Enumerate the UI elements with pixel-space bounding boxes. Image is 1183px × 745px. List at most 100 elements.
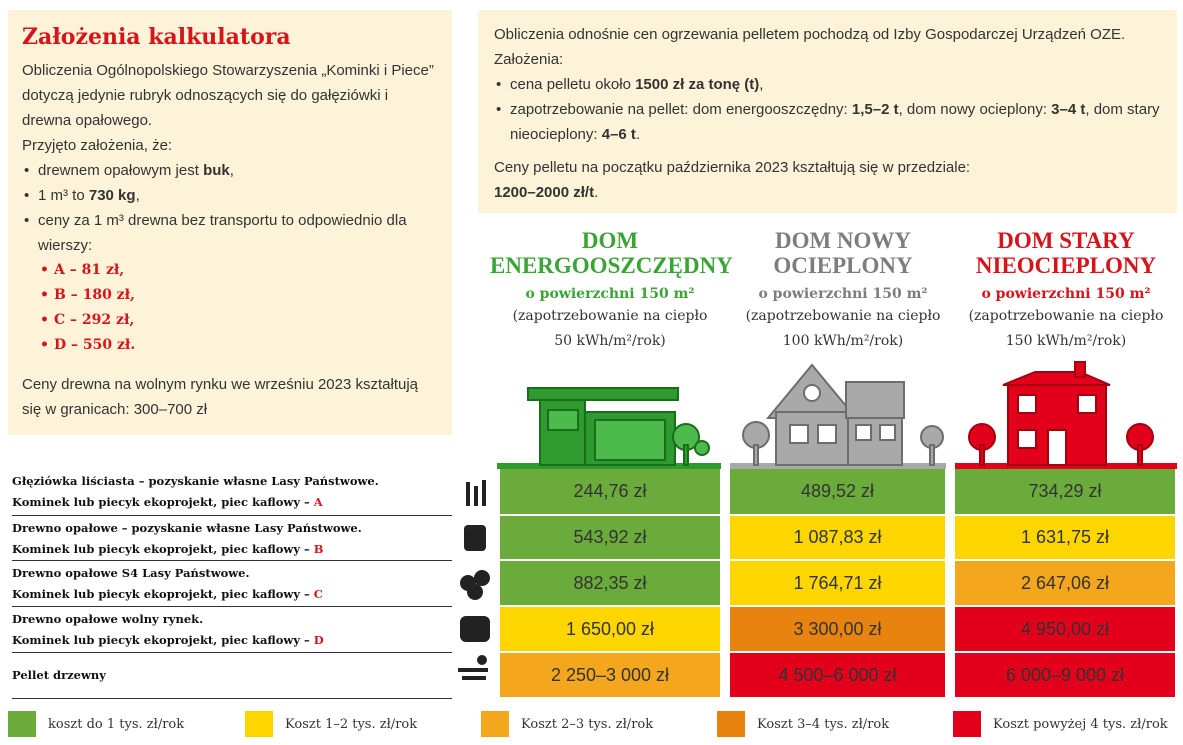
legend-item: koszt do 1 tys. zł/rok [8, 711, 184, 737]
legend-label: Koszt 1–2 tys. zł/rok [285, 716, 418, 732]
item: ceny za 1 m³ drewna bez transportu to od… [22, 208, 438, 358]
price-list: A – 81 zł, B – 180 zł, C – 292 zł, D – 5… [38, 258, 438, 358]
row-label-line: Kominek lub piecyk ekoprojekt, piec kafl… [12, 492, 452, 513]
price: B – 180 zł, [38, 283, 438, 308]
column-area: o powierzchni 150 m² [758, 286, 928, 302]
column-demand: (zapotrzebowanie na ciepło 100 kWh/m²/ro… [745, 308, 941, 349]
row-label: Pellet drzewny [12, 653, 452, 699]
text: , dom nowy ocieplony: [898, 101, 1052, 118]
cost-cell: 882,35 zł [500, 561, 720, 605]
legend-item: Koszt powyżej 4 tys. zł/rok [953, 711, 1168, 737]
column-title: DOM NOWY OCIEPLONY [773, 228, 913, 278]
row-label-text: Kominek lub piecyk ekoprojekt, piec kafl… [12, 495, 314, 509]
legend-swatch [717, 711, 745, 737]
cost-cell: 4 500–6 000 zł [730, 653, 945, 697]
list: drewnem opałowym jest buk, 1 m³ to 730 k… [22, 158, 438, 358]
market: Ceny drewna na wolnym rynku we wrześniu … [22, 376, 419, 418]
text: 1 m³ to [38, 187, 89, 204]
column-header: DOM STARY NIEOCIEPLONY o powierzchni 150 … [946, 228, 1183, 354]
text: 1500 zł za tonę (t) [635, 76, 760, 93]
cost-cell: 1 650,00 zł [500, 607, 720, 651]
row-label-line: Kominek lub piecyk ekoprojekt, piec kafl… [12, 584, 452, 605]
text: cena pelletu około [510, 76, 636, 93]
house-green [497, 387, 721, 469]
cost-cell: 734,29 zł [955, 469, 1175, 514]
text: 4–6 t [601, 126, 636, 143]
legend-item: Koszt 3–4 tys. zł/rok [717, 711, 889, 737]
house-red [955, 361, 1177, 469]
legend-swatch [8, 711, 36, 737]
legend-label: koszt do 1 tys. zł/rok [48, 716, 185, 732]
legend-label: Koszt 3–4 tys. zł/rok [757, 716, 890, 732]
column-area: o powierzchni 150 m² [525, 286, 695, 302]
cost-cell: 1 631,75 zł [955, 516, 1175, 559]
house-gray [730, 363, 946, 469]
intro: Obliczenia odnośnie cen ogrzewania pelle… [494, 26, 1126, 68]
row-label-line: Drewno opałowe S4 Lasy Państwowe. [12, 566, 250, 580]
text: , [759, 76, 764, 93]
assumptions-box: Założenia kalkulatora Obliczenia Ogólnop… [8, 10, 452, 435]
row-label-line: Kominek lub piecyk ekoprojekt, piec kafl… [12, 539, 452, 560]
row-label-text: Kominek lub piecyk ekoprojekt, piec kafl… [12, 633, 314, 647]
row-label-letter: B [313, 542, 324, 556]
text: drewnem opałowym jest [38, 162, 204, 179]
item: drewnem opałowym jest buk, [22, 158, 438, 183]
text: . [635, 126, 641, 143]
text: . [594, 184, 599, 201]
legend-swatch [481, 711, 509, 737]
title: Założenia kalkulatora [22, 24, 291, 50]
legend-item: Koszt 1–2 tys. zł/rok [245, 711, 417, 737]
text: ceny za 1 m³ drewna bez transportu to od… [38, 212, 407, 254]
cost-cell: 6 000–9 000 zł [955, 653, 1175, 697]
row-label-line: Pellet drzewny [12, 668, 106, 682]
column-demand: (zapotrzebowanie na ciepło 150 kWh/m²/ro… [968, 308, 1164, 349]
item: 1 m³ to 730 kg, [22, 183, 438, 208]
intro: Obliczenia Ogólnopolskiego Stowarzyszeni… [22, 62, 434, 129]
cost-cell: 489,52 zł [730, 469, 945, 514]
row-label-line: Drewno opałowe – pozyskanie własne Lasy … [12, 521, 362, 535]
column-title: DOM STARY NIEOCIEPLONY [975, 228, 1157, 278]
cost-cell: 2 647,06 zł [955, 561, 1175, 605]
column-area: o powierzchni 150 m² [981, 286, 1151, 302]
cost-cell: 543,92 zł [500, 516, 720, 559]
row-label: Drewno opałowe – pozyskanie własne Lasy … [12, 516, 452, 561]
cost-cell: 3 300,00 zł [730, 607, 945, 651]
row-label-line: Kominek lub piecyk ekoprojekt, piec kafl… [12, 630, 452, 651]
note: Ceny pelletu na początku października 20… [494, 155, 1161, 205]
text: , [135, 187, 140, 204]
row-label-letter: C [313, 587, 323, 601]
row-label: Drewno opałowe S4 Lasy Państwowe. Kominek… [12, 561, 452, 607]
item: cena pelletu około 1500 zł za tonę (t), [494, 72, 1161, 97]
row-label-text: Kominek lub piecyk ekoprojekt, piec kafl… [12, 542, 314, 556]
cost-cell: 1 087,83 zł [730, 516, 945, 559]
price: D – 550 zł. [38, 333, 438, 358]
column-title: DOM ENERGOOSZCZĘDNY [490, 228, 733, 278]
price: C – 292 zł, [38, 308, 438, 333]
text: 1200–2000 zł/t [494, 184, 595, 201]
column-header: DOM NOWY OCIEPLONY o powierzchni 150 m² (z… [723, 228, 963, 354]
text: zapotrzebowanie na pellet: dom energoosz… [510, 101, 852, 118]
cost-cell: 4 950,00 zł [955, 607, 1175, 651]
item: zapotrzebowanie na pellet: dom energoosz… [494, 97, 1161, 147]
row-label-text: Kominek lub piecyk ekoprojekt, piec kafl… [12, 587, 314, 601]
text: Ceny pelletu na początku października 20… [494, 159, 971, 176]
cost-cell: 244,76 zł [500, 469, 720, 514]
text: buk [203, 162, 230, 179]
row-label-letter: D [313, 633, 324, 647]
legend-item: Koszt 2–3 tys. zł/rok [481, 711, 653, 737]
lead: Przyjęto założenia, że: [22, 137, 173, 154]
text: , [229, 162, 234, 179]
legend-label: Koszt powyżej 4 tys. zł/rok [993, 716, 1168, 732]
text: 1,5–2 t [851, 101, 899, 118]
row-label-line: Drewno opałowe wolny rynek. [12, 612, 204, 626]
column-header: DOM ENERGOOSZCZĘDNY o powierzchni 150 m² (… [490, 228, 733, 354]
list: cena pelletu około 1500 zł za tonę (t) , … [494, 72, 1161, 147]
legend-label: Koszt 2–3 tys. zł/rok [521, 716, 654, 732]
text: 730 kg [88, 187, 136, 204]
row-label-line: Głęziówka liściasta – pozyskanie własne … [12, 474, 379, 488]
text: , dom stary nieocieplony: [510, 101, 1160, 143]
text: 3–4 t [1051, 101, 1086, 118]
row-label-letter: A [313, 495, 323, 509]
